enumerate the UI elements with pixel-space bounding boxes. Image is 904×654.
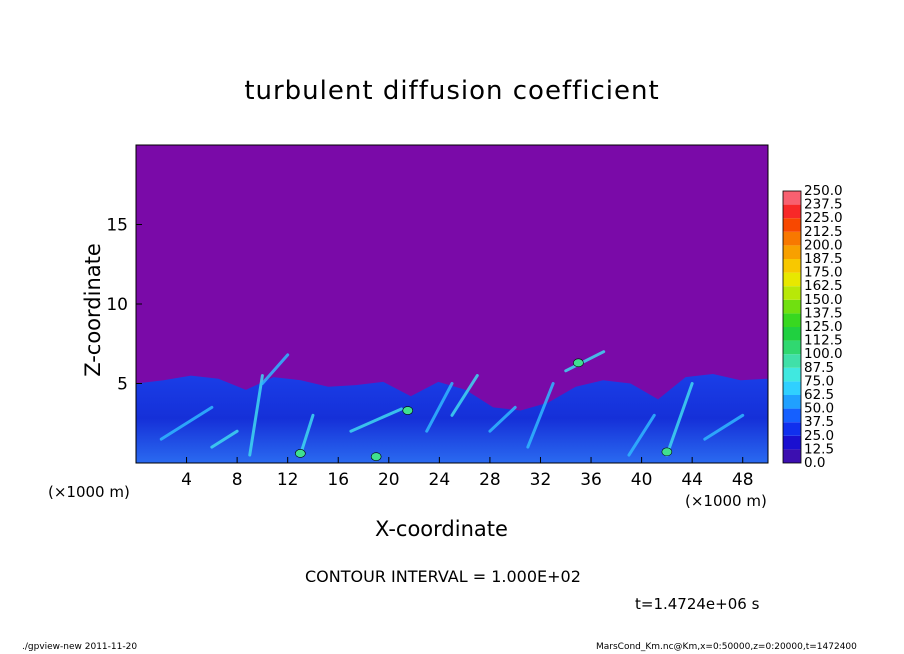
colorbar-level-label: 162.5: [804, 278, 843, 294]
x-axis-label: X-coordinate: [375, 517, 508, 541]
x-tick-label: 28: [479, 470, 501, 490]
colorbar-swatch: [783, 299, 801, 314]
x-tick-label: 4: [181, 470, 192, 490]
x-unit-label-right: (×1000 m): [685, 492, 767, 510]
y-axis-label: Z-coordinate: [81, 243, 105, 377]
colorbar-swatch: [783, 354, 801, 368]
turbulent-boundary-layer: [136, 374, 768, 463]
footer-program-date: ./gpview-new 2011-11-20: [22, 642, 138, 652]
colorbar-swatch: [783, 422, 801, 436]
x-unit-label-left: (×1000 m): [48, 483, 130, 501]
colorbar-swatch: [783, 340, 801, 355]
colorbar-level-label: 25.0: [804, 428, 834, 444]
turbulence-streak: [665, 382, 694, 457]
contour-patch: [661, 447, 673, 457]
colorbar-level-label: 37.5: [804, 414, 834, 430]
colorbar-level-label: 112.5: [804, 333, 843, 349]
colorbar-swatch: [783, 204, 801, 219]
turbulence-streak: [425, 382, 454, 433]
x-tick-label: 40: [631, 470, 653, 490]
turbulence-streak: [248, 374, 264, 457]
x-tick-label: 16: [327, 470, 349, 490]
colorbar-level-label: 225.0: [804, 210, 843, 226]
colorbar-swatch: [783, 381, 801, 395]
turbulence-streak: [450, 374, 479, 417]
colorbar-frame: [782, 190, 802, 464]
colorbar-swatch: [783, 395, 801, 409]
x-tick-label: 32: [530, 470, 552, 490]
contour-patch: [402, 406, 414, 415]
colorbar-swatch: [783, 231, 801, 246]
colorbar-level-label: 125.0: [804, 319, 843, 335]
contour-patch: [573, 358, 584, 368]
y-tick-label: 5: [117, 375, 128, 395]
colorbar-swatch: [783, 245, 801, 259]
contour-patch: [370, 452, 382, 461]
colorbar-swatch: [783, 272, 801, 287]
colorbar-level-label: 100.0: [804, 346, 843, 362]
colorbar-swatch: [783, 191, 801, 205]
x-tick-label: 8: [232, 470, 243, 490]
x-tick-label: 44: [681, 470, 703, 490]
turbulence-streak: [703, 413, 745, 441]
x-tick-label: 24: [429, 470, 451, 490]
colorbar-level-label: 50.0: [804, 401, 834, 417]
colorbar-level-label: 187.5: [804, 251, 843, 267]
colorbar-level-label: 237.5: [804, 197, 843, 213]
y-axis: 5 10 15: [106, 216, 142, 395]
turbulence-streak: [159, 405, 214, 441]
colorbar-level-label: 137.5: [804, 305, 843, 321]
x-tick-label: 48: [732, 470, 754, 490]
colorbar-level-label: 87.5: [804, 360, 834, 376]
chart-title: turbulent diffusion coefficient: [244, 76, 660, 106]
colorbar-level-label: 75.0: [804, 373, 834, 389]
colorbar-level-label: 212.5: [804, 224, 843, 240]
heatmap-area: [135, 144, 769, 464]
turbulence-streak: [526, 382, 555, 449]
colorbar-level-label: 175.0: [804, 265, 843, 281]
colorbar: 0.012.525.037.550.062.575.087.5100.0112.…: [782, 183, 843, 471]
colorbar-swatch: [783, 218, 801, 232]
colorbar-swatch: [783, 286, 801, 300]
turbulence-streak: [298, 413, 315, 457]
turbulence-streak: [210, 429, 239, 449]
turbulence-streak: [627, 413, 656, 457]
colorbar-swatch: [783, 259, 801, 273]
colorbar-swatch: [783, 408, 801, 423]
colorbar-swatch: [783, 435, 801, 450]
contour-interval-label: CONTOUR INTERVAL = 1.000E+02: [305, 567, 581, 586]
contour-patch: [295, 449, 306, 458]
colorbar-level-label: 0.0: [804, 455, 825, 471]
x-axis: 4 8 12 16 20 24 28 32 36 40 44 48: [181, 457, 754, 490]
colorbar-swatch: [783, 449, 801, 463]
colorbar-level-label: 150.0: [804, 292, 843, 308]
y-tick-label: 15: [106, 216, 128, 236]
x-tick-label: 20: [378, 470, 400, 490]
x-tick-label: 12: [277, 470, 299, 490]
colorbar-level-label: 62.5: [804, 387, 834, 403]
colorbar-level-label: 250.0: [804, 183, 843, 199]
turbulence-streak: [564, 350, 606, 373]
y-tick-label: 10: [106, 295, 128, 315]
turbulence-streak: [488, 405, 517, 433]
time-label: t=1.4724e+06 s: [635, 595, 760, 613]
colorbar-swatch: [783, 313, 801, 327]
colorbar-swatch: [783, 327, 801, 341]
x-tick-label: 36: [580, 470, 602, 490]
turbulence-streak: [260, 353, 290, 385]
colorbar-level-label: 200.0: [804, 237, 843, 253]
colorbar-level-label: 12.5: [804, 441, 834, 457]
footer-data-source: MarsCond_Km.nc@Km,x=0:50000,z=0:20000,t=…: [596, 642, 857, 652]
colorbar-swatch: [783, 367, 801, 382]
turbulence-streak: [349, 407, 403, 433]
